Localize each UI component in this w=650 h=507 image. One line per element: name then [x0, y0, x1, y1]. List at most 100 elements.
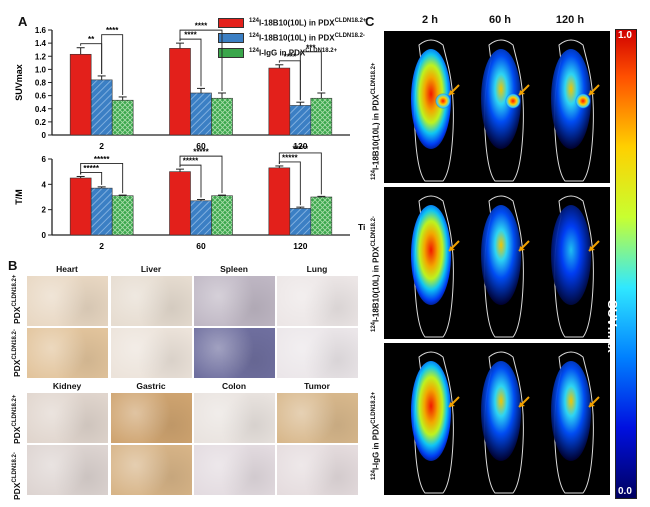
bar-1-3-3 — [310, 97, 333, 136]
sig-label-2-6: ***** — [293, 144, 309, 153]
bar-1-1-1 — [69, 53, 92, 136]
x-axis-label-2: Time (h) — [358, 222, 365, 232]
bar-1-1-2 — [169, 48, 191, 136]
histology-tile-4-1 — [26, 444, 109, 496]
sig-bracket-1-2 — [101, 34, 124, 95]
bar-2-1-2 — [169, 171, 191, 236]
y-tick-label-1-5: 1.0 — [35, 65, 47, 74]
row-label-pos-top: PDXCLDN18.2+ — [12, 274, 22, 324]
tissue-label-tumor: Tumor — [304, 381, 330, 391]
pet-arrowhead-3-3 — [589, 402, 595, 407]
pet-arrowhead-1-1 — [449, 90, 455, 95]
legend-label-1: I-18B10(10L) in PDX — [259, 18, 335, 28]
pet-arrowhead-3-1 — [449, 402, 455, 407]
legend-item-3: 124I-IgG in PDXCLDN18.2+ — [218, 48, 337, 58]
sig-label-2-2: ***** — [94, 155, 110, 164]
sig-label-1-6: *** — [306, 43, 316, 52]
pet-row-label-2: 124I-18B10(10L) in PDXCLDN18.2- — [371, 216, 381, 332]
pet-row-label-3: 124I-IgG in PDXCLDN18.2+ — [371, 391, 381, 480]
bar-1-1-3 — [268, 67, 291, 136]
sig-label-1-1: ** — [88, 35, 95, 44]
pet-col-label-120h: 120 h — [555, 14, 585, 26]
tissue-label-kidney: Kidney — [52, 381, 82, 391]
pet-body-3-2 — [481, 361, 521, 461]
y-tick-label-1-6: 1.2 — [35, 52, 47, 61]
histology-tile-4-2 — [110, 444, 193, 496]
bar-1-3-1 — [111, 99, 134, 136]
pet-body-3-1 — [411, 361, 451, 461]
histology-tile-4-4 — [276, 444, 359, 496]
pet-arrowhead-1-2 — [519, 90, 525, 95]
pet-body-1-3 — [551, 49, 591, 149]
row-label-neg-top: PDXCLDN18.2- — [12, 329, 22, 377]
y-tick-label-1-1: 0.2 — [35, 118, 47, 127]
pet-col-label-60h: 60 h — [488, 14, 511, 26]
pet-arrowhead-1-3 — [589, 90, 595, 95]
bar-2-2-1 — [90, 187, 113, 236]
pet-body-1-1 — [411, 49, 451, 149]
pet-row-label-1: 124I-18B10(10L) in PDXCLDN18.2+ — [371, 62, 381, 180]
colorbar-min: 0.0 — [618, 486, 632, 497]
y-tick-label-1-0: 0 — [42, 131, 47, 140]
histology-tile-2-1 — [26, 327, 109, 379]
pet-col-label-2h: 2 h — [422, 14, 438, 26]
pet-body-2-1 — [411, 205, 451, 305]
sig-bracket-2-6 — [278, 152, 322, 195]
tissue-label-gastric: Gastric — [136, 381, 166, 391]
sig-label-1-2: **** — [106, 26, 119, 35]
tissue-label-heart: Heart — [56, 264, 78, 274]
y-tick-label-1-4: 0.8 — [35, 79, 47, 88]
row-label-pos-bottom: PDXCLDN18.2+ — [12, 394, 22, 444]
sig-label-2-5: ***** — [282, 153, 298, 162]
sig-label-1-5: **** — [284, 52, 297, 61]
panel-letter-c: C — [365, 14, 375, 29]
sig-bracket-1-4 — [179, 29, 223, 91]
pet-arrowhead-2-2 — [519, 246, 525, 251]
histology-tile-3-1 — [26, 392, 109, 444]
pet-body-3-3 — [551, 361, 591, 461]
pet-tumor-spot-1-1 — [435, 93, 451, 109]
legend-item-1: 124I-18B10(10L) in PDXCLDN18.2+ — [218, 18, 366, 28]
pet-arrowhead-2-3 — [589, 246, 595, 251]
histology-tile-2-3 — [193, 327, 276, 379]
histology-tile-3-4 — [276, 392, 359, 444]
histology-tile-1-2 — [110, 275, 193, 327]
x-tick-label-2-1: 2 — [99, 241, 104, 251]
histology-tile-3-3 — [193, 392, 276, 444]
y-tick-label-2-2: 4 — [42, 180, 47, 189]
bar-2-3-2 — [211, 195, 233, 236]
legend-swatch-3 — [218, 48, 244, 58]
sig-label-1-4: **** — [195, 22, 208, 31]
colorbar — [615, 29, 637, 499]
histology-tile-3-2 — [110, 392, 193, 444]
histology-tile-2-2 — [110, 327, 193, 379]
bar-2-3-1 — [111, 195, 134, 236]
sig-bracket-1-6 — [299, 51, 322, 101]
pet-tumor-spot-1-2 — [505, 93, 521, 109]
histology-tile-4-3 — [193, 444, 276, 496]
bar-2-1-3 — [268, 167, 291, 236]
pet-tumor-spot-1-3 — [575, 93, 591, 109]
bar-1-2-1 — [90, 79, 113, 136]
x-tick-label-2-3: 120 — [293, 241, 307, 251]
colorbar-max: 1.0 — [618, 30, 632, 41]
histology-tile-1-1 — [26, 275, 109, 327]
bar-1-2-3 — [289, 105, 312, 136]
legend-item-2: 124I-18B10(10L) in PDXCLDN18.2- — [218, 33, 365, 43]
bar-2-2-3 — [289, 208, 312, 236]
pet-body-1-2 — [481, 49, 521, 149]
x-tick-label-1-2: 60 — [196, 141, 206, 151]
x-tick-label-1-3: 120 — [293, 141, 307, 151]
row-label-neg-bottom: PDXCLDN18.2- — [12, 452, 22, 500]
bar-2-2-2 — [190, 200, 212, 236]
tissue-label-liver: Liver — [140, 264, 162, 274]
y-tick-label-1-3: 0.6 — [35, 92, 47, 101]
y-tick-label-1-2: 0.4 — [35, 105, 47, 114]
sig-label-2-3: ***** — [183, 157, 199, 166]
pet-body-2-3 — [551, 205, 591, 305]
sig-label-1-3: **** — [184, 31, 197, 40]
bar-2-1-1 — [69, 177, 92, 236]
tissue-label-colon: Colon — [221, 381, 247, 391]
histology-tile-1-4 — [276, 275, 359, 327]
